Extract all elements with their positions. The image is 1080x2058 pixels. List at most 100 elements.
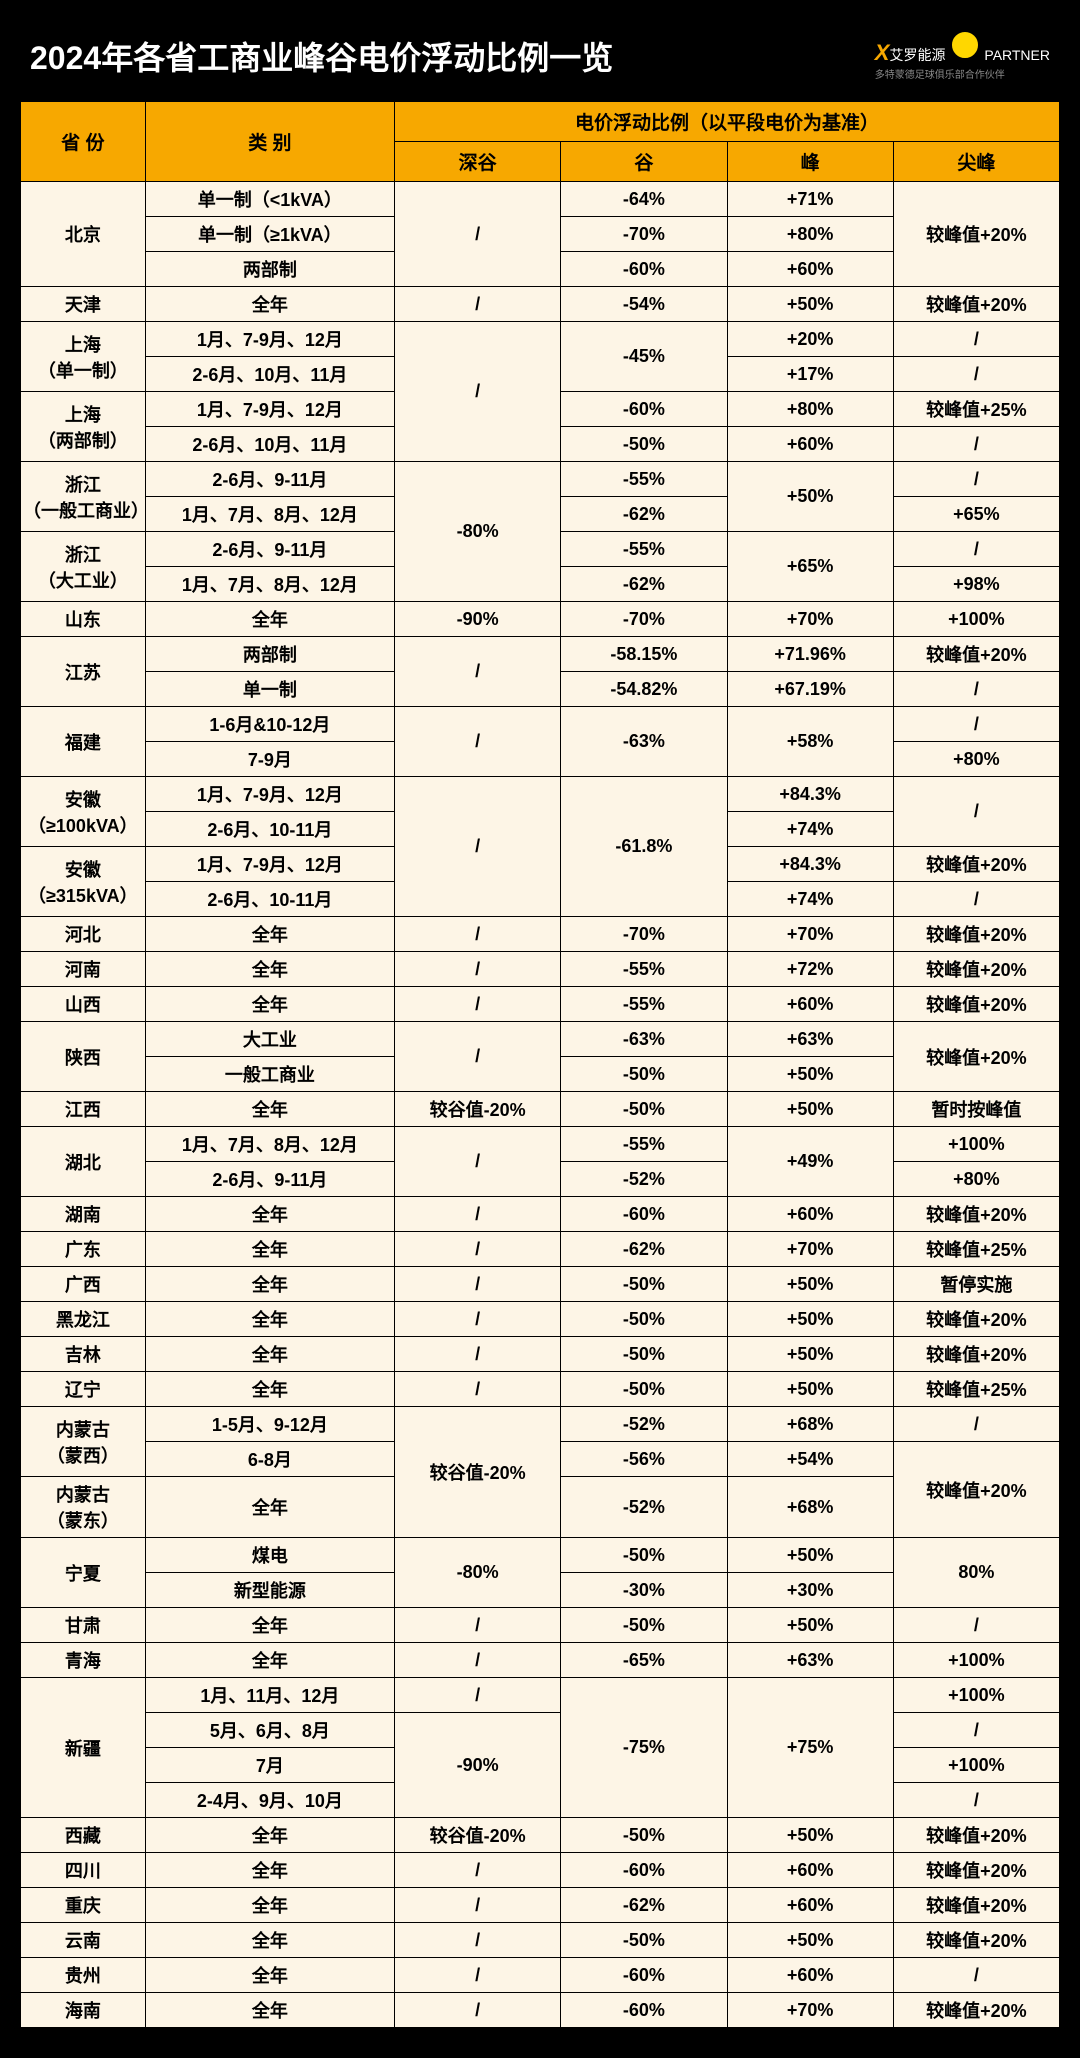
table-row: 山东全年-90%-70%+70%+100%	[21, 602, 1060, 637]
cell-province: 海南	[21, 1993, 146, 2028]
cell-valley: -60%	[561, 1958, 727, 1993]
cell-sharp-peak: 80%	[893, 1538, 1059, 1608]
cell-peak: +71%	[727, 182, 893, 217]
cell-deep-valley: -80%	[395, 462, 561, 602]
cell-deep-valley: /	[395, 182, 561, 287]
cell-sharp-peak: +100%	[893, 1643, 1059, 1678]
cell-sharp-peak: /	[893, 532, 1059, 567]
cell-deep-valley: -90%	[395, 602, 561, 637]
cell-category: 2-6月、10-11月	[145, 882, 394, 917]
cell-valley: -50%	[561, 1818, 727, 1853]
table-row: 海南全年/-60%+70%较峰值+20%	[21, 1993, 1060, 2028]
cell-category: 2-6月、10月、11月	[145, 427, 394, 462]
table-row: 宁夏煤电-80%-50%+50%80%	[21, 1538, 1060, 1573]
header-sharp-peak: 尖峰	[893, 142, 1059, 182]
cell-valley: -60%	[561, 1993, 727, 2028]
cell-deep-valley: /	[395, 1302, 561, 1337]
cell-peak: +68%	[727, 1407, 893, 1442]
cell-peak: +50%	[727, 1057, 893, 1092]
cell-valley: -62%	[561, 497, 727, 532]
header-peak: 峰	[727, 142, 893, 182]
cell-peak: +50%	[727, 1538, 893, 1573]
cell-peak: +70%	[727, 917, 893, 952]
cell-category: 2-4月、9月、10月	[145, 1783, 394, 1818]
cell-province: 河南	[21, 952, 146, 987]
cell-province: 福建	[21, 707, 146, 777]
cell-category: 2-6月、9-11月	[145, 532, 394, 567]
cell-peak: +75%	[727, 1678, 893, 1818]
cell-category: 1-6月&10-12月	[145, 707, 394, 742]
cell-deep-valley: /	[395, 777, 561, 917]
cell-valley: -54.82%	[561, 672, 727, 707]
cell-deep-valley: /	[395, 1608, 561, 1643]
cell-valley: -50%	[561, 1372, 727, 1407]
cell-peak: +60%	[727, 1888, 893, 1923]
cell-category: 全年	[145, 1958, 394, 1993]
cell-valley: -63%	[561, 707, 727, 777]
cell-deep-valley: /	[395, 637, 561, 707]
cell-peak: +65%	[727, 532, 893, 602]
table-header: 省 份 类 别 电价浮动比例（以平段电价为基准） 深谷 谷 峰 尖峰	[21, 102, 1060, 182]
cell-category: 全年	[145, 1888, 394, 1923]
cell-sharp-peak: /	[893, 1608, 1059, 1643]
cell-sharp-peak: 较峰值+20%	[893, 287, 1059, 322]
cell-category: 全年	[145, 917, 394, 952]
table-row: 四川全年/-60%+60%较峰值+20%	[21, 1853, 1060, 1888]
cell-peak: +68%	[727, 1477, 893, 1538]
cell-sharp-peak: /	[893, 777, 1059, 847]
table-row: 广东全年/-62%+70%较峰值+25%	[21, 1232, 1060, 1267]
cell-valley: -60%	[561, 1853, 727, 1888]
table-row: 上海（单一制）1月、7-9月、12月/-45%+20%/	[21, 322, 1060, 357]
cell-province: 浙江（大工业）	[21, 532, 146, 602]
table-row: 北京单一制（<1kVA）/-64%+71%较峰值+20%	[21, 182, 1060, 217]
cell-sharp-peak: 较峰值+20%	[893, 847, 1059, 882]
cell-valley: -50%	[561, 1923, 727, 1958]
cell-category: 全年	[145, 1232, 394, 1267]
cell-category: 单一制（<1kVA）	[145, 182, 394, 217]
cell-province: 内蒙古（蒙东）	[21, 1477, 146, 1538]
table-row: 新疆1月、11月、12月/-75%+75%+100%	[21, 1678, 1060, 1713]
partner-badge-icon	[950, 30, 980, 60]
cell-peak: +60%	[727, 252, 893, 287]
cell-deep-valley: /	[395, 1643, 561, 1678]
cell-valley: -56%	[561, 1442, 727, 1477]
table-row: 安徽（≥100kVA）1月、7-9月、12月/-61.8%+84.3%/	[21, 777, 1060, 812]
cell-category: 全年	[145, 1993, 394, 2028]
cell-category: 全年	[145, 1372, 394, 1407]
cell-sharp-peak: /	[893, 322, 1059, 357]
cell-category: 1月、7-9月、12月	[145, 847, 394, 882]
brand-logo: X艾罗能源 PARTNER 多特蒙德足球俱乐部合作伙伴	[875, 30, 1050, 81]
cell-peak: +50%	[727, 287, 893, 322]
cell-peak: +60%	[727, 1197, 893, 1232]
table-row: 内蒙古（蒙西）1-5月、9-12月较谷值-20%-52%+68%/	[21, 1407, 1060, 1442]
cell-valley: -60%	[561, 392, 727, 427]
cell-category: 2-6月、10-11月	[145, 812, 394, 847]
table-row: 甘肃全年/-50%+50%/	[21, 1608, 1060, 1643]
cell-deep-valley: 较谷值-20%	[395, 1092, 561, 1127]
cell-province: 河北	[21, 917, 146, 952]
cell-province: 江苏	[21, 637, 146, 707]
cell-peak: +60%	[727, 427, 893, 462]
cell-category: 7-9月	[145, 742, 394, 777]
cell-valley: -64%	[561, 182, 727, 217]
cell-deep-valley: /	[395, 1232, 561, 1267]
cell-sharp-peak: 较峰值+25%	[893, 1372, 1059, 1407]
cell-province: 安徽（≥315kVA）	[21, 847, 146, 917]
cell-peak: +84.3%	[727, 777, 893, 812]
cell-sharp-peak: /	[893, 1783, 1059, 1818]
cell-sharp-peak: +80%	[893, 742, 1059, 777]
table-row: 湖北1月、7月、8月、12月/-55%+49%+100%	[21, 1127, 1060, 1162]
cell-peak: +60%	[727, 1853, 893, 1888]
cell-sharp-peak: /	[893, 357, 1059, 392]
cell-peak: +70%	[727, 602, 893, 637]
cell-deep-valley: /	[395, 1022, 561, 1092]
cell-province: 上海（单一制）	[21, 322, 146, 392]
cell-valley: -60%	[561, 252, 727, 287]
cell-province: 湖南	[21, 1197, 146, 1232]
cell-valley: -50%	[561, 1608, 727, 1643]
cell-category: 1月、7-9月、12月	[145, 777, 394, 812]
cell-sharp-peak: /	[893, 462, 1059, 497]
cell-sharp-peak: 较峰值+20%	[893, 1923, 1059, 1958]
cell-category: 一般工商业	[145, 1057, 394, 1092]
cell-province: 安徽（≥100kVA）	[21, 777, 146, 847]
